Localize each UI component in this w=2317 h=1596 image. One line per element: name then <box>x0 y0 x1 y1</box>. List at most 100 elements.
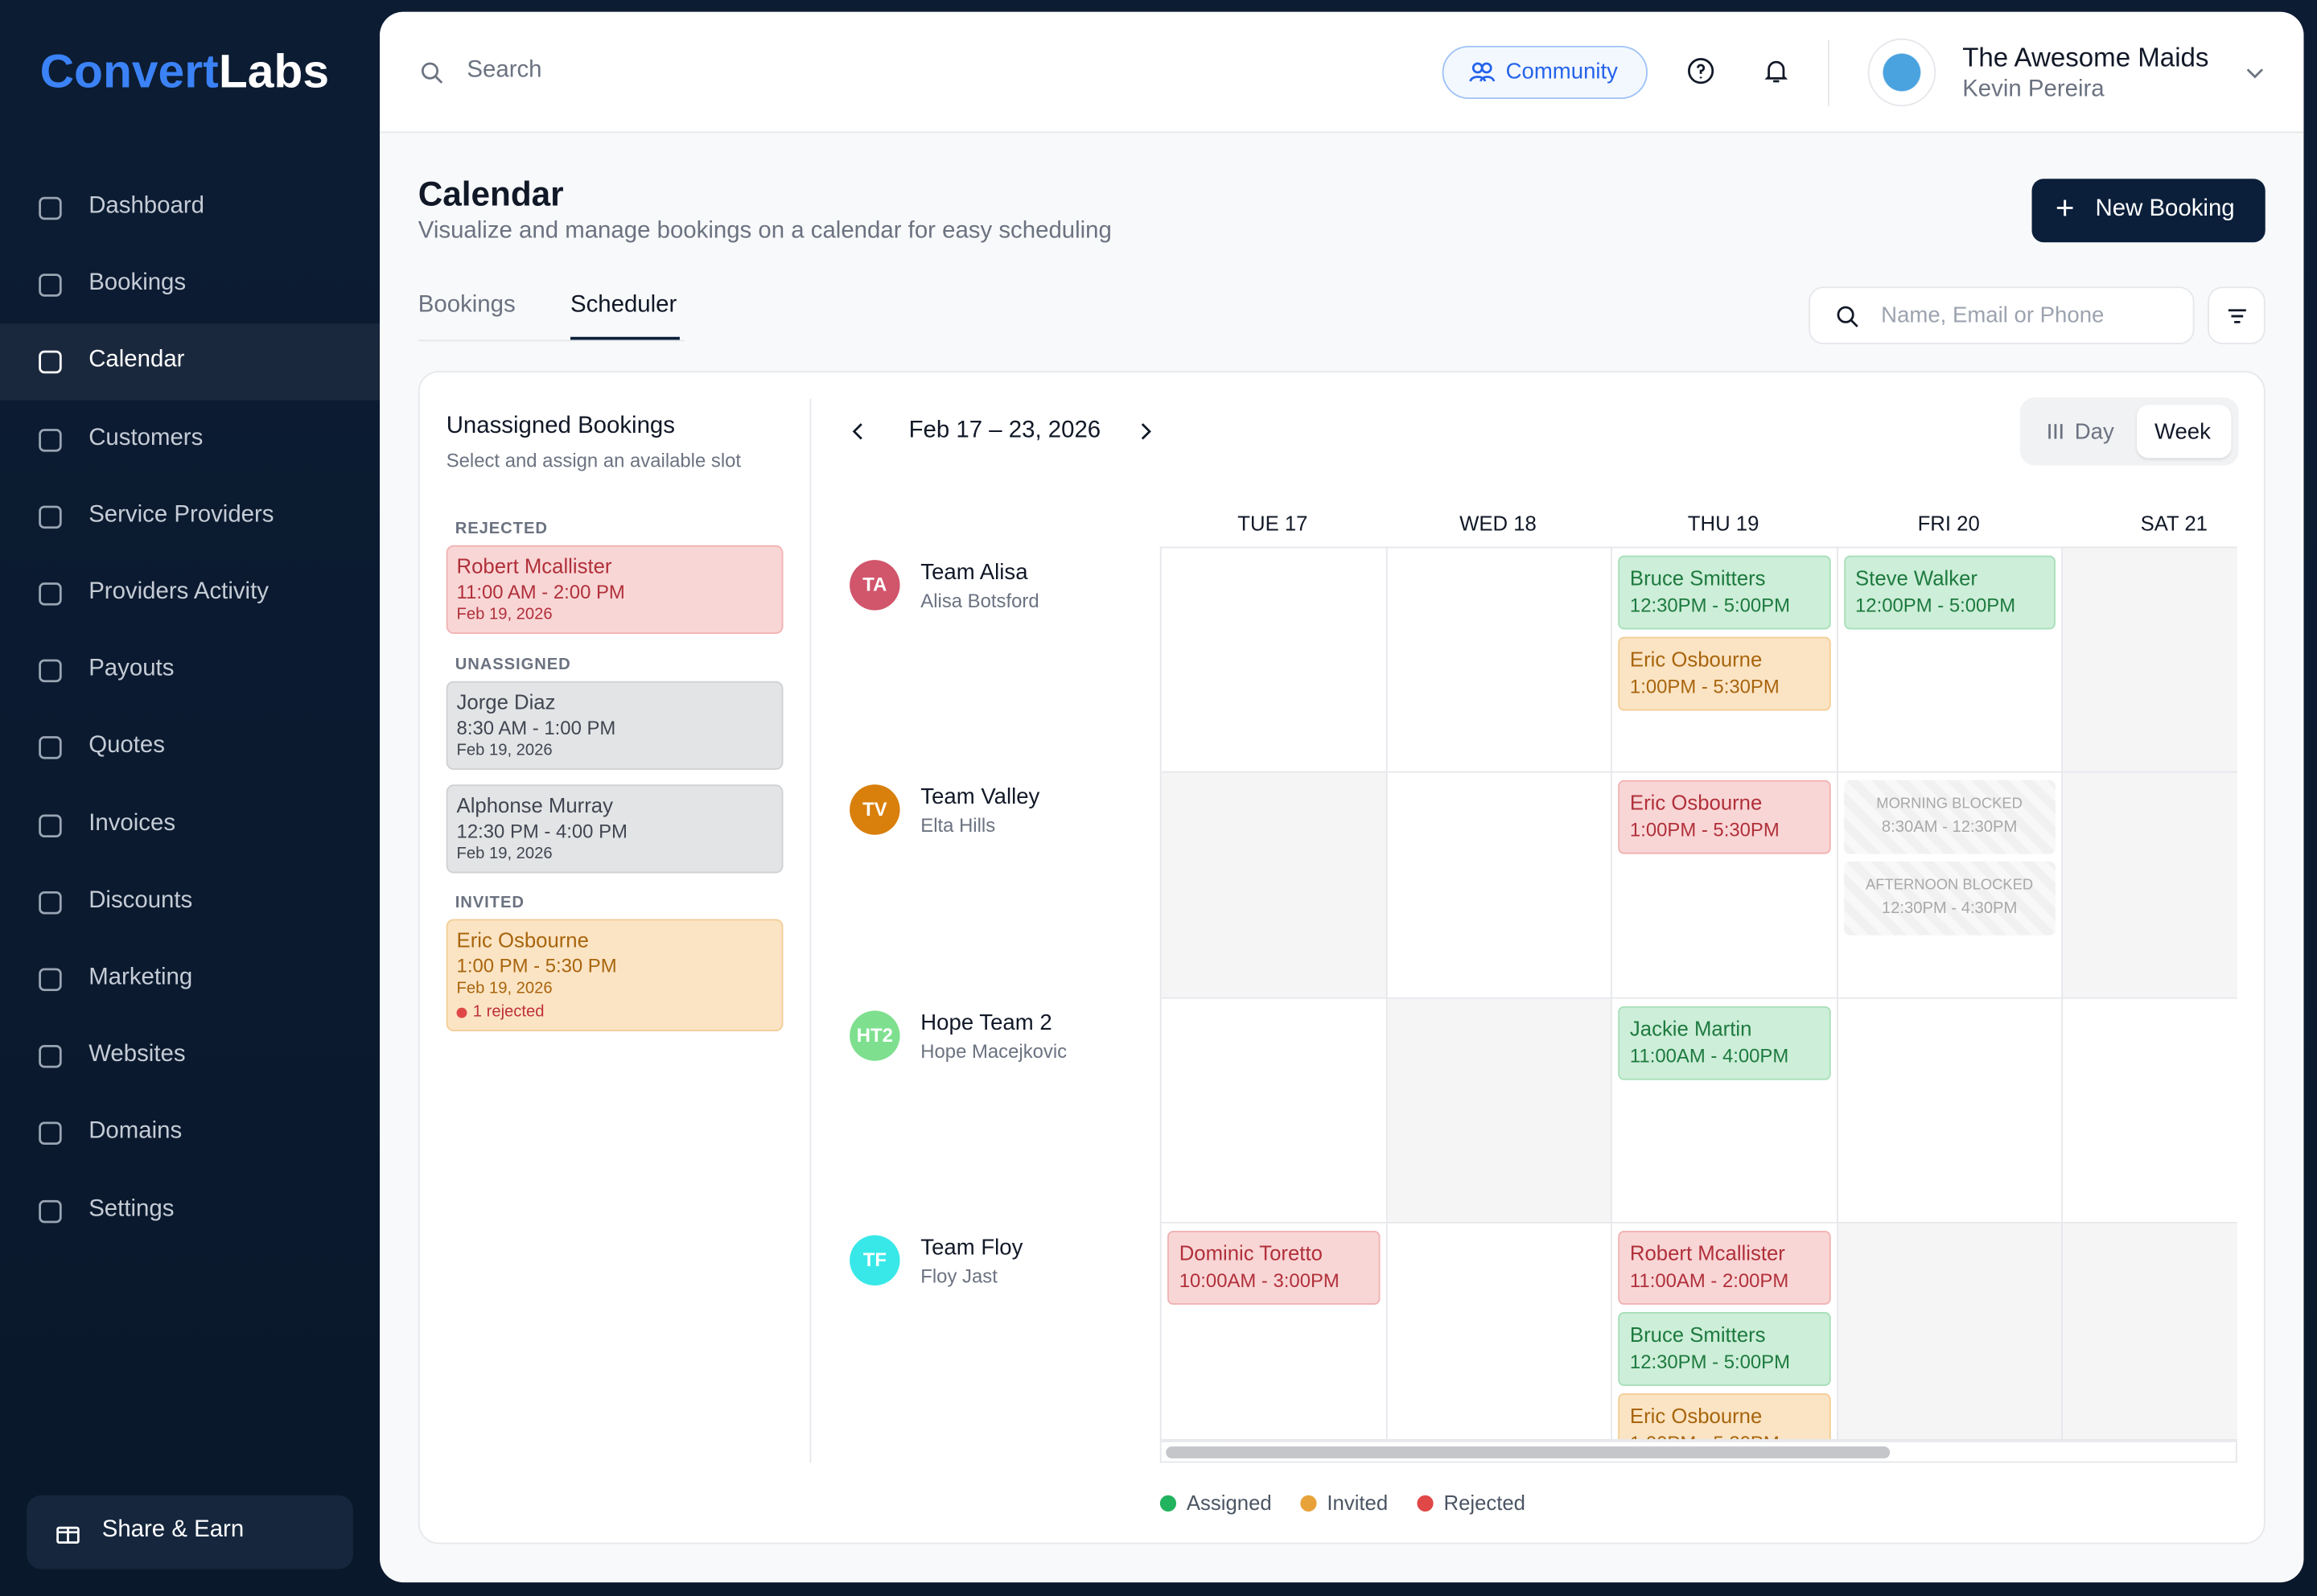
grid-cell[interactable] <box>1837 1223 2064 1439</box>
dropdown-icon[interactable] <box>2241 59 2268 85</box>
booking-card[interactable] <box>1843 780 2056 855</box>
card-date[interactable]: Feb 19, 2026 <box>456 742 553 760</box>
grid-cell[interactable] <box>1386 773 1612 998</box>
grid-cell[interactable] <box>1386 548 1612 774</box>
nav-item[interactable]: Marketing <box>88 965 193 990</box>
booking-name[interactable]: Dominic Toretto <box>1179 1240 1323 1265</box>
nav-item[interactable]: Settings <box>88 1196 175 1222</box>
user-name[interactable]: Kevin Pereira <box>1962 76 2105 102</box>
booking-name[interactable]: Robert Mcallister <box>1629 1240 1785 1265</box>
card-time[interactable]: 12:30 PM - 4:00 PM <box>456 820 628 842</box>
booking-card[interactable] <box>1618 1230 1830 1305</box>
nav-icon[interactable] <box>37 812 64 838</box>
booking-card[interactable] <box>1618 636 1830 711</box>
grid-cell[interactable] <box>1386 1223 1612 1439</box>
booking-card[interactable] <box>1843 555 2056 630</box>
booking-time[interactable]: 1:00PM - 5:30PM <box>1629 819 1780 841</box>
grid-cell[interactable] <box>1161 998 1387 1224</box>
card-note[interactable]: 1 rejected <box>472 1003 545 1022</box>
nav-item[interactable]: Providers Activity <box>88 579 269 605</box>
filter-search-placeholder[interactable]: Name, Email or Phone <box>1881 302 2105 328</box>
nav-icon[interactable] <box>37 966 64 993</box>
card-time[interactable]: 1:00 PM - 5:30 PM <box>456 954 617 977</box>
grid-cell[interactable] <box>2063 998 2237 1224</box>
card-name[interactable]: Robert Mcallister <box>456 553 612 578</box>
card-time[interactable]: 11:00 AM - 2:00 PM <box>456 580 625 603</box>
tab[interactable]: Scheduler <box>570 292 677 318</box>
next-week[interactable] <box>1132 418 1158 445</box>
new-booking-plus[interactable]: + <box>2055 189 2075 227</box>
community-label[interactable]: Community <box>1505 59 1618 84</box>
card-name[interactable]: Eric Osbourne <box>456 928 589 952</box>
booking-name[interactable]: Bruce Smitters <box>1629 1322 1766 1347</box>
booking-time[interactable]: 11:00AM - 4:00PM <box>1629 1043 1789 1067</box>
nav-icon[interactable] <box>37 1121 64 1147</box>
booking-card[interactable] <box>1618 1006 1830 1080</box>
team-name[interactable]: Team Floy <box>920 1235 1023 1261</box>
card-name[interactable]: Alphonse Murray <box>456 793 613 817</box>
nav-icon[interactable] <box>37 581 64 607</box>
new-booking-button[interactable] <box>2031 179 2266 243</box>
grid-cell[interactable] <box>1161 548 1387 774</box>
card-date[interactable]: Feb 19, 2026 <box>456 979 553 998</box>
nav-item[interactable]: Service Providers <box>88 502 274 528</box>
booking-time[interactable]: 11:00AM - 2:00PM <box>1629 1269 1789 1292</box>
card-date[interactable]: Feb 19, 2026 <box>456 845 553 863</box>
blocked-label[interactable]: MORNING BLOCKED <box>1876 796 2023 813</box>
company-logo[interactable] <box>1867 38 1936 107</box>
blocked-label[interactable]: AFTERNOON BLOCKED <box>1865 878 2034 895</box>
booking-card[interactable] <box>1618 1392 1830 1439</box>
nav-item[interactable]: Dashboard <box>88 193 204 219</box>
booking-time[interactable]: 1:00PM - 5:30PM <box>1629 675 1780 697</box>
tab[interactable]: Bookings <box>418 292 516 318</box>
nav-icon[interactable] <box>37 426 64 453</box>
nav-icon[interactable] <box>37 272 64 298</box>
unassigned-card rejected[interactable] <box>446 545 784 634</box>
nav-icon[interactable] <box>37 504 64 530</box>
booking-name[interactable]: Bruce Smitters <box>1629 566 1766 590</box>
nav-icon[interactable] <box>37 1198 64 1224</box>
team-name[interactable]: Hope Team 2 <box>920 1010 1052 1035</box>
nav-icon[interactable] <box>37 1043 64 1070</box>
booking-card[interactable] <box>1618 555 1830 630</box>
booking-name[interactable]: Steve Walker <box>1855 566 1977 590</box>
nav-item[interactable]: Domains <box>88 1119 183 1145</box>
search-input[interactable]: Search <box>467 57 542 83</box>
nav-icon[interactable] <box>37 195 64 221</box>
nav-item[interactable]: Bookings <box>88 270 187 296</box>
booking-name[interactable]: Jackie Martin <box>1629 1015 1752 1040</box>
booking-card[interactable] <box>1843 862 2056 936</box>
booking-name[interactable]: Eric Osbourne <box>1629 647 1763 671</box>
nav-item[interactable]: Payouts <box>88 656 175 682</box>
unassigned-card invited[interactable] <box>446 919 784 1032</box>
nav-item[interactable]: Quotes <box>88 733 165 759</box>
booking-time[interactable]: 12:30PM - 5:00PM <box>1629 594 1791 616</box>
nav-item[interactable]: Invoices <box>88 810 176 836</box>
grid-cell[interactable] <box>1386 998 1612 1224</box>
nav-item[interactable]: Discounts <box>88 887 193 913</box>
view-option[interactable]: Day <box>2074 419 2114 445</box>
scroll-thumb[interactable] <box>1166 1446 1891 1458</box>
grid-cell[interactable] <box>1837 998 2064 1224</box>
share-button[interactable] <box>27 1495 353 1569</box>
booking-card[interactable] <box>1618 780 1830 855</box>
filter-search[interactable] <box>1809 286 2195 344</box>
bell-icon[interactable] <box>1763 58 1789 84</box>
new-booking-label[interactable]: New Booking <box>2095 196 2235 222</box>
booking-time[interactable]: 12:30PM - 5:00PM <box>1629 1350 1791 1373</box>
booking-name[interactable]: Eric Osbourne <box>1629 1403 1763 1428</box>
grid-cell[interactable] <box>2063 1223 2237 1439</box>
view-option[interactable]: Week <box>2154 419 2211 445</box>
team-name[interactable]: Team Alisa <box>920 560 1028 586</box>
card-time[interactable]: 8:30 AM - 1:00 PM <box>456 716 616 739</box>
nav-icon[interactable] <box>37 658 64 685</box>
nav-item[interactable]: Customers <box>88 425 204 450</box>
booking-time[interactable]: 12:00PM - 5:00PM <box>1855 594 2016 616</box>
nav-item[interactable]: Calendar <box>88 348 185 373</box>
unassigned-card gray[interactable] <box>446 681 784 770</box>
grid-cell[interactable] <box>1161 773 1387 998</box>
booking-time[interactable]: 10:00AM - 3:00PM <box>1179 1269 1340 1292</box>
card-date[interactable]: Feb 19, 2026 <box>456 606 553 624</box>
community-button[interactable] <box>1442 45 1648 100</box>
help-icon[interactable] <box>1688 58 1714 84</box>
